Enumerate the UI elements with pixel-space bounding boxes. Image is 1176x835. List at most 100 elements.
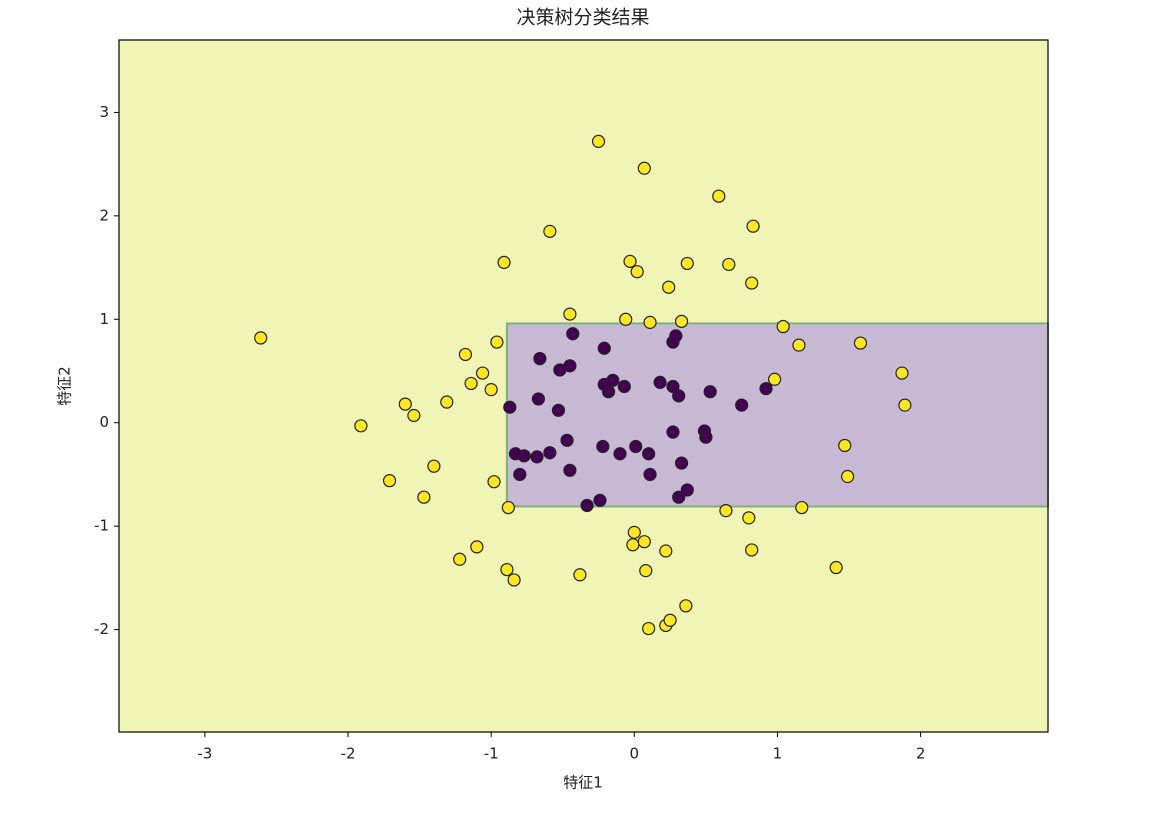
y-tick-label: -1 xyxy=(94,517,109,535)
data-point xyxy=(627,525,641,539)
chart-title: 决策树分类结果 xyxy=(516,7,649,29)
data-point xyxy=(560,433,574,447)
data-point xyxy=(543,224,557,238)
data-point xyxy=(637,161,651,175)
data-point xyxy=(795,500,809,515)
data-point xyxy=(722,257,736,272)
data-point xyxy=(531,392,546,406)
decision-region xyxy=(505,322,1049,508)
x-tick-label: -2 xyxy=(341,745,356,763)
data-point xyxy=(669,329,683,343)
data-point xyxy=(398,397,412,411)
data-point xyxy=(642,621,656,636)
data-point xyxy=(666,425,680,439)
data-point xyxy=(601,385,616,399)
data-point xyxy=(382,474,397,488)
data-point xyxy=(829,560,843,575)
data-point xyxy=(597,341,611,355)
data-point xyxy=(566,327,580,341)
data-point xyxy=(767,372,782,386)
data-point xyxy=(663,613,677,627)
data-point xyxy=(838,438,852,453)
data-point xyxy=(427,459,441,473)
data-point xyxy=(354,419,368,433)
data-point xyxy=(699,430,713,444)
x-tick-label: 0 xyxy=(630,745,640,763)
y-tick-label: -2 xyxy=(94,620,109,638)
data-point xyxy=(666,379,680,394)
data-point xyxy=(484,383,498,397)
data-point xyxy=(672,490,686,504)
data-point xyxy=(712,189,726,203)
data-point xyxy=(513,467,527,482)
data-point xyxy=(653,375,667,389)
data-point xyxy=(543,446,557,460)
y-tick-label: 1 xyxy=(99,310,109,328)
data-point xyxy=(674,456,689,470)
data-point xyxy=(470,540,484,554)
data-point xyxy=(626,538,640,552)
data-point xyxy=(533,351,547,366)
data-point xyxy=(745,276,759,290)
data-point xyxy=(254,331,268,345)
data-point xyxy=(517,449,531,463)
data-point xyxy=(643,467,657,482)
data-point xyxy=(679,599,693,613)
data-point xyxy=(487,475,501,489)
data-point xyxy=(746,219,760,233)
x-tick-label: 2 xyxy=(916,745,926,763)
data-point xyxy=(637,535,651,549)
data-point xyxy=(417,490,431,504)
data-point xyxy=(680,256,694,271)
y-tick-label: 2 xyxy=(99,206,109,224)
x-tick-label: 1 xyxy=(773,745,783,763)
data-point xyxy=(596,439,610,454)
data-point xyxy=(440,395,454,409)
data-point xyxy=(742,511,756,525)
data-point xyxy=(507,573,521,587)
data-point xyxy=(672,389,686,403)
data-point xyxy=(475,366,490,380)
data-point xyxy=(407,408,421,423)
data-point xyxy=(674,314,689,328)
data-point xyxy=(497,255,511,269)
data-point xyxy=(776,319,790,334)
data-point xyxy=(629,439,643,454)
data-point xyxy=(453,552,467,566)
data-point xyxy=(593,493,607,507)
data-point xyxy=(613,447,627,461)
data-point xyxy=(759,381,773,396)
data-point xyxy=(563,359,577,373)
y-tick-label: 3 xyxy=(99,103,109,121)
data-point xyxy=(530,450,544,464)
data-point xyxy=(630,265,644,279)
data-point xyxy=(617,379,631,394)
data-point xyxy=(580,498,594,513)
data-point xyxy=(898,398,912,412)
data-point xyxy=(503,400,517,414)
data-point xyxy=(501,500,515,515)
data-point xyxy=(792,338,806,352)
data-point xyxy=(563,463,577,477)
data-point xyxy=(895,366,909,380)
data-point xyxy=(500,563,514,577)
data-point xyxy=(490,335,504,349)
data-point xyxy=(573,568,587,582)
data-point xyxy=(642,447,656,461)
data-point xyxy=(563,307,577,321)
data-point xyxy=(619,312,633,326)
x-tick-label: -1 xyxy=(484,745,499,763)
data-point xyxy=(745,543,759,557)
data-point xyxy=(591,134,606,148)
data-point xyxy=(680,483,694,497)
x-axis-label: 特征1 xyxy=(563,774,603,792)
data-point xyxy=(662,280,676,294)
data-point xyxy=(606,373,620,387)
data-point xyxy=(853,336,868,350)
data-point xyxy=(659,544,673,558)
data-point xyxy=(719,504,733,518)
data-point xyxy=(703,385,717,399)
data-point xyxy=(840,469,855,484)
data-point xyxy=(639,564,653,578)
data-point xyxy=(623,254,637,268)
